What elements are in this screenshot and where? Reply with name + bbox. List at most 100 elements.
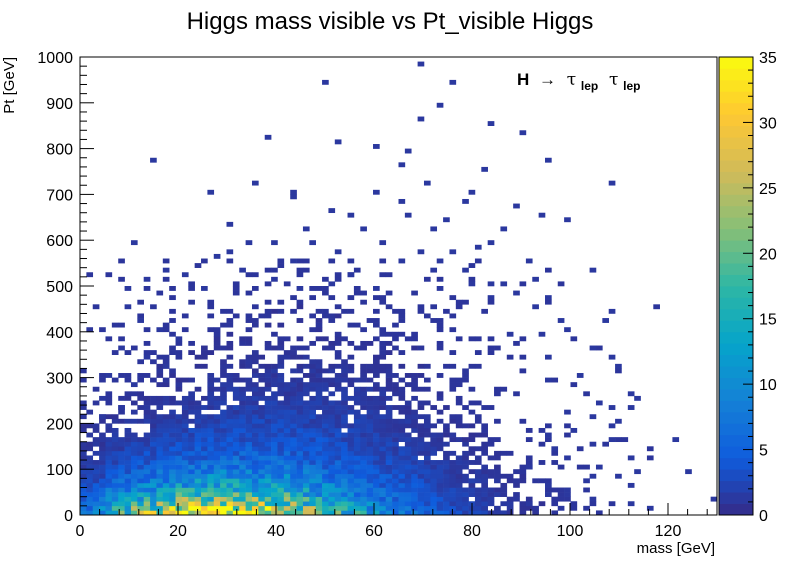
heatmap-cell	[379, 258, 387, 264]
heatmap-cell	[315, 437, 323, 443]
heatmap-cell	[175, 423, 183, 429]
heatmap-cell	[130, 501, 138, 507]
heatmap-cell	[143, 400, 151, 406]
heatmap-cell	[290, 345, 297, 351]
heatmap-cell	[360, 386, 367, 392]
heatmap-cell	[385, 414, 393, 420]
heatmap-cell	[519, 473, 527, 479]
heatmap-cell	[322, 505, 329, 511]
heatmap-cell	[322, 487, 329, 493]
heatmap-cell	[290, 473, 297, 479]
heatmap-cell	[353, 464, 361, 470]
heatmap-cell	[385, 446, 393, 452]
heatmap-cell	[283, 391, 291, 397]
heatmap-cell	[347, 368, 355, 374]
heatmap-cell	[353, 345, 361, 351]
heatmap-cell	[398, 501, 406, 507]
heatmap-cell	[181, 505, 189, 511]
heatmap-cell	[105, 414, 113, 420]
heatmap-cell	[315, 359, 323, 365]
heatmap-cell	[201, 395, 208, 401]
heatmap-cell	[398, 492, 406, 497]
heatmap-cell	[551, 487, 559, 493]
heatmap-cell	[392, 423, 399, 429]
heatmap-cell	[251, 286, 259, 291]
heatmap-cell	[494, 492, 501, 497]
heatmap-cell	[500, 501, 508, 507]
heatmap-cell	[264, 322, 272, 328]
heatmap-cell	[111, 460, 119, 465]
heatmap-cell	[220, 400, 227, 406]
heatmap-cell	[392, 391, 399, 397]
heatmap-cell	[245, 386, 253, 392]
heatmap-cell	[545, 299, 552, 305]
heatmap-cell	[449, 482, 457, 488]
heatmap-cell	[347, 455, 355, 461]
heatmap-cell	[379, 510, 387, 516]
heatmap-cell	[277, 405, 285, 410]
color-scale-tick-label: 15	[759, 312, 777, 329]
heatmap-cell	[181, 432, 189, 438]
heatmap-cell	[436, 286, 444, 291]
heatmap-cell	[366, 473, 374, 479]
heatmap-cell	[220, 386, 227, 392]
heatmap-cell	[124, 437, 132, 443]
heatmap-cell	[309, 460, 316, 465]
heatmap-cell	[277, 423, 285, 429]
heatmap-cell	[137, 391, 144, 397]
heatmap-cell	[232, 423, 240, 429]
heatmap-cell	[283, 478, 291, 484]
heatmap-cell	[525, 464, 533, 470]
heatmap-cell	[283, 460, 291, 465]
heatmap-cell	[226, 382, 234, 388]
heatmap-cell	[226, 501, 234, 507]
heatmap-cell	[589, 473, 597, 479]
heatmap-cell	[455, 510, 463, 516]
heatmap-cell	[411, 446, 418, 452]
heatmap-cell	[385, 473, 393, 479]
heatmap-cell	[118, 441, 125, 447]
heatmap-cell	[423, 455, 431, 461]
heatmap-cell	[474, 492, 482, 497]
heatmap-cell	[99, 395, 106, 401]
heatmap-cell	[379, 386, 387, 392]
heatmap-cell	[379, 427, 387, 433]
heatmap-cell	[360, 437, 367, 443]
heatmap-cell	[181, 437, 189, 443]
heatmap-cell	[156, 327, 164, 333]
heatmap-cell	[207, 460, 215, 465]
heatmap-cell	[481, 510, 488, 516]
heatmap-cell	[201, 350, 208, 355]
heatmap-cell	[251, 446, 259, 452]
heatmap-cell	[302, 450, 310, 456]
heatmap-cell	[487, 336, 495, 342]
heatmap-cell	[271, 423, 278, 429]
heatmap-cell	[417, 116, 425, 122]
heatmap-cell	[92, 460, 100, 465]
color-scale-swatch	[719, 400, 753, 413]
heatmap-cell	[436, 102, 444, 108]
heatmap-cell	[455, 423, 463, 429]
heatmap-cell	[124, 478, 132, 484]
heatmap-cell	[213, 423, 221, 429]
heatmap-cell	[258, 441, 266, 447]
heatmap-cell	[487, 281, 495, 287]
heatmap-cell	[111, 469, 119, 475]
heatmap-cell	[468, 437, 476, 443]
heatmap-cell	[385, 441, 393, 447]
heatmap-cell	[404, 418, 412, 424]
heatmap-cell	[137, 450, 144, 456]
heatmap-cell	[532, 478, 539, 484]
heatmap-cell	[615, 418, 622, 424]
heatmap-cell	[162, 267, 170, 273]
heatmap-cell	[468, 276, 476, 282]
heatmap-cell	[271, 492, 278, 497]
heatmap-cell	[232, 432, 240, 438]
heatmap-cell	[213, 386, 221, 392]
heatmap-cell	[277, 409, 285, 415]
heatmap-cell	[322, 455, 329, 461]
heatmap-cell	[551, 450, 559, 456]
heatmap-cell	[181, 409, 189, 415]
heatmap-cell	[232, 460, 240, 465]
heatmap-cell	[239, 340, 246, 346]
